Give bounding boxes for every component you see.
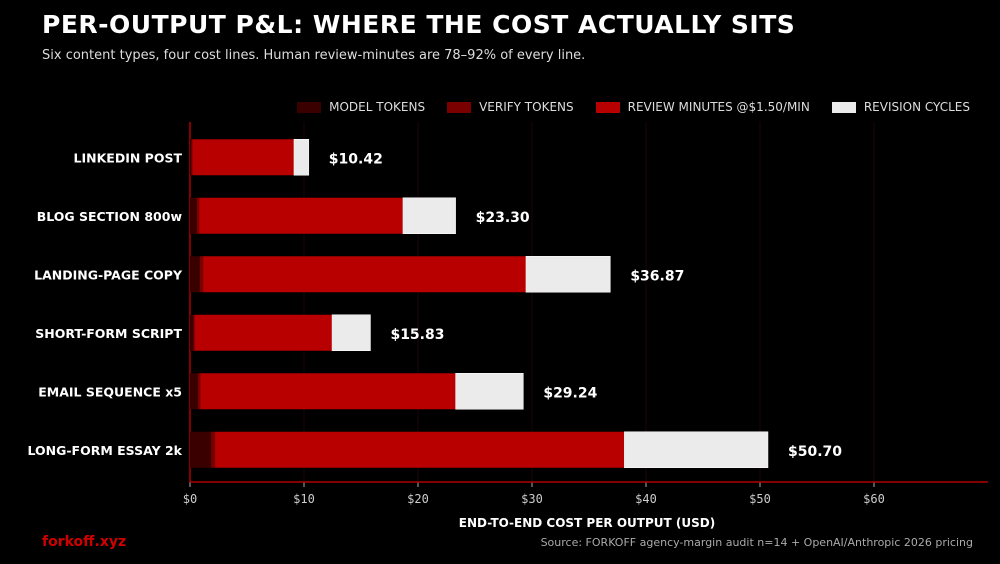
total-label: $23.30 <box>476 210 530 226</box>
legend-swatch <box>447 101 472 113</box>
bar-segment <box>211 431 216 468</box>
brand-logo: forkoff.xyz <box>42 534 127 550</box>
category-label: LANDING-PAGE COPY <box>34 267 183 282</box>
legend: MODEL TOKENS VERIFY TOKENS REVIEW MINUTES … <box>297 100 970 114</box>
total-label: $10.42 <box>329 151 383 167</box>
total-label: $50.70 <box>788 444 842 460</box>
legend-item: REVIEW MINUTES @$1.50/MIN <box>595 100 810 114</box>
x-tick-label: $10 <box>293 492 315 506</box>
bar-segment <box>190 373 198 410</box>
bar-segment <box>293 139 310 176</box>
bar-segment <box>624 431 769 468</box>
bar-segment <box>193 314 195 351</box>
bar-segment <box>190 314 194 351</box>
legend-label: REVISION CYCLES <box>863 100 970 114</box>
bar-segment <box>203 256 526 293</box>
legend-item: REVISION CYCLES <box>831 100 970 114</box>
x-tick-label: $60 <box>863 492 885 506</box>
bar-segment <box>190 197 197 234</box>
legend-swatch <box>831 101 856 113</box>
bar-segment <box>199 256 204 293</box>
bar-segment <box>455 373 524 410</box>
bar-segment <box>199 197 403 234</box>
legend-label: VERIFY TOKENS <box>479 100 574 114</box>
x-axis-label: END-TO-END COST PER OUTPUT (USD) <box>459 516 715 530</box>
x-tick-label: $50 <box>749 492 771 506</box>
bar-segment <box>191 139 193 176</box>
legend-swatch <box>297 101 322 113</box>
bar-segment <box>197 373 201 410</box>
x-tick-label: $20 <box>407 492 429 506</box>
source-note: Source: FORKOFF agency-margin audit n=14… <box>540 536 973 549</box>
chart-title: PER-OUTPUT P&L: WHERE THE COST ACTUALLY … <box>42 10 796 39</box>
bar-segment <box>190 256 200 293</box>
bar-segment <box>200 373 456 410</box>
total-label: $36.87 <box>630 268 684 284</box>
category-label: EMAIL SEQUENCE x5 <box>38 384 182 399</box>
bar-segment <box>525 256 611 293</box>
total-label: $29.24 <box>543 385 597 401</box>
bar-segment <box>215 431 625 468</box>
bar-segment <box>190 431 212 468</box>
legend-swatch <box>595 101 620 113</box>
legend-label: MODEL TOKENS <box>329 100 426 114</box>
legend-label: REVIEW MINUTES @$1.50/MIN <box>627 100 810 114</box>
bar-segment <box>194 314 333 351</box>
category-label: LONG-FORM ESSAY 2k <box>27 443 182 458</box>
x-tick-label: $40 <box>635 492 657 506</box>
x-tick-label: $30 <box>521 492 543 506</box>
category-label: BLOG SECTION 800w <box>37 209 183 224</box>
x-tick-label: $0 <box>183 492 197 506</box>
category-label: SHORT-FORM SCRIPT <box>35 326 182 341</box>
bar-segment <box>331 314 371 351</box>
bar-segment <box>402 197 456 234</box>
legend-item: VERIFY TOKENS <box>447 100 574 114</box>
bar-segment <box>196 197 200 234</box>
legend-item: MODEL TOKENS <box>297 100 425 114</box>
category-label: LINKEDIN POST <box>74 150 183 165</box>
chart-subtitle: Six content types, four cost lines. Huma… <box>42 48 586 63</box>
total-label: $15.83 <box>390 327 444 343</box>
bar-segment <box>192 139 294 176</box>
bar-segment <box>190 139 192 176</box>
